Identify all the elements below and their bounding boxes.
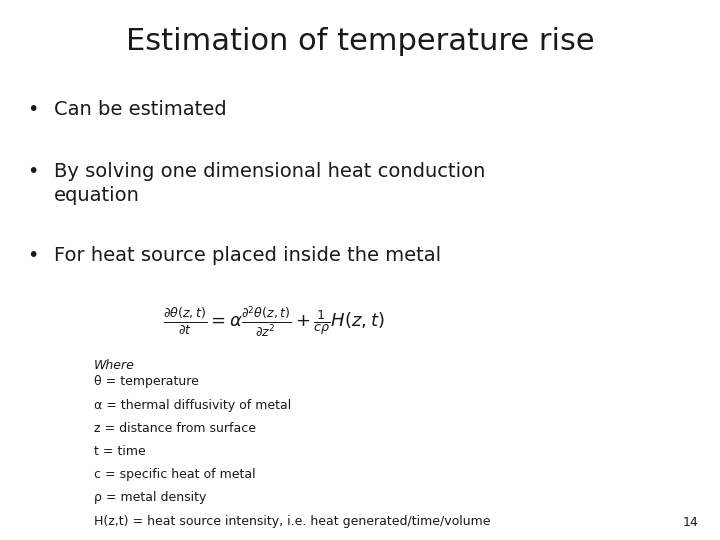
- Text: ρ = metal density: ρ = metal density: [94, 491, 206, 504]
- Text: •: •: [27, 162, 39, 181]
- Text: •: •: [27, 246, 39, 265]
- Text: θ = temperature: θ = temperature: [94, 375, 199, 388]
- Text: Where: Where: [94, 359, 135, 372]
- Text: Can be estimated: Can be estimated: [54, 100, 227, 119]
- Text: 14: 14: [683, 516, 698, 529]
- Text: By solving one dimensional heat conduction
equation: By solving one dimensional heat conducti…: [54, 162, 485, 205]
- Text: α = thermal diffusivity of metal: α = thermal diffusivity of metal: [94, 399, 291, 411]
- Text: z = distance from surface: z = distance from surface: [94, 422, 256, 435]
- Text: Estimation of temperature rise: Estimation of temperature rise: [126, 27, 594, 56]
- Text: c = specific heat of metal: c = specific heat of metal: [94, 468, 255, 481]
- Text: For heat source placed inside the metal: For heat source placed inside the metal: [54, 246, 441, 265]
- Text: t = time: t = time: [94, 445, 145, 458]
- Text: •: •: [27, 100, 39, 119]
- Text: H(z,t) = heat source intensity, i.e. heat generated/time/volume: H(z,t) = heat source intensity, i.e. hea…: [94, 515, 490, 528]
- Text: $\frac{\partial\theta(z,t)}{\partial t} = \alpha\frac{\partial^2\theta(z,t)}{\pa: $\frac{\partial\theta(z,t)}{\partial t} …: [163, 305, 384, 339]
